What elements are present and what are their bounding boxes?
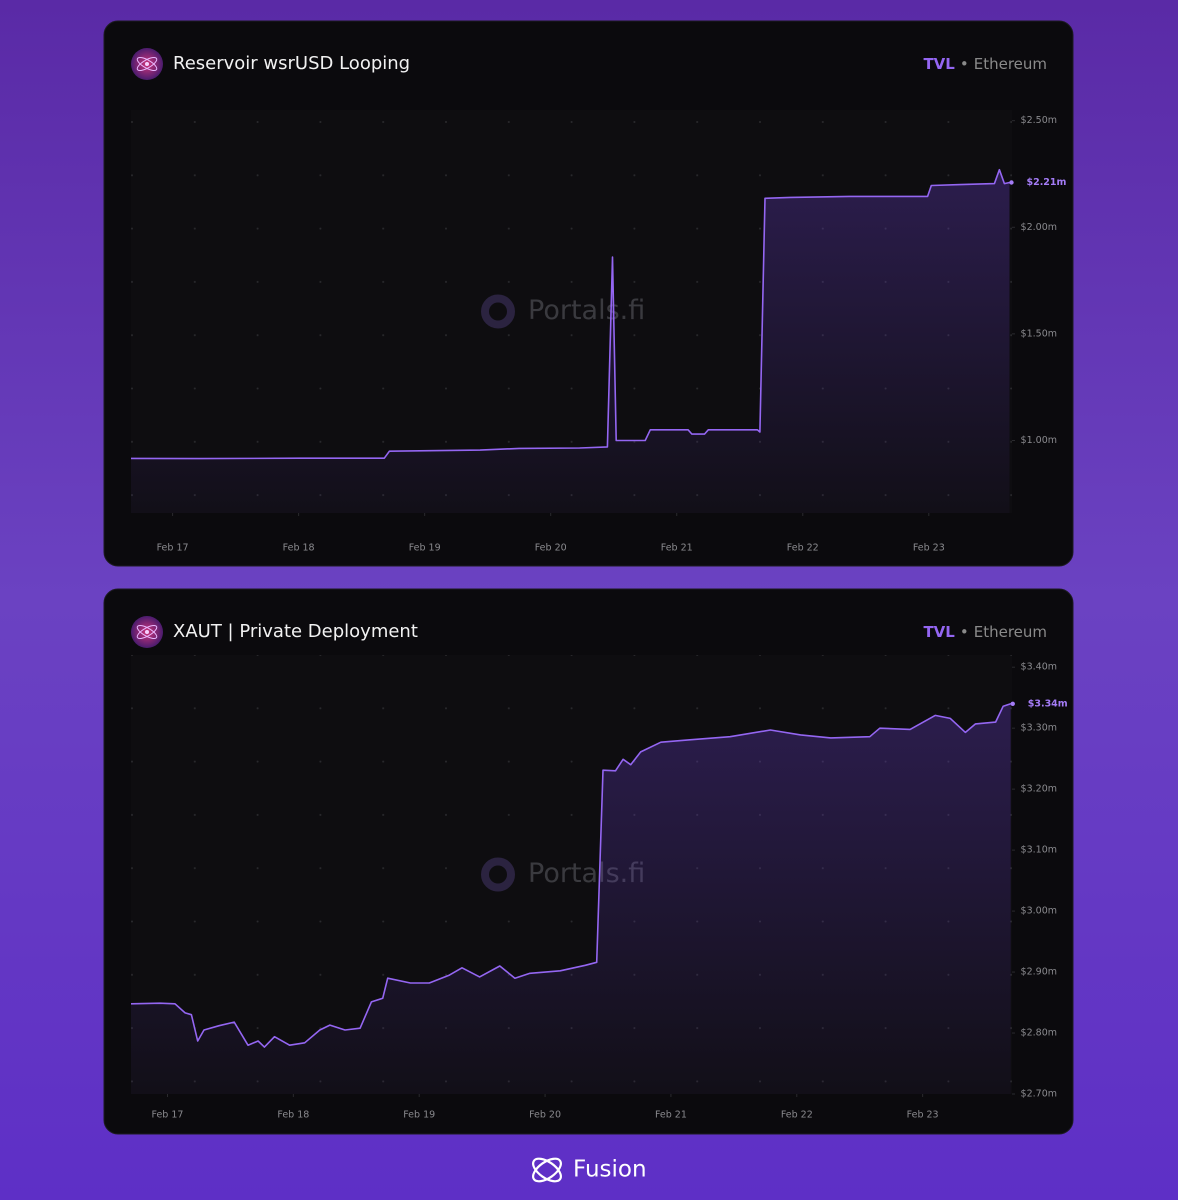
area xyxy=(131,169,1010,513)
legend: TVL • Ethereum xyxy=(923,55,1047,73)
watermark-logo xyxy=(481,857,515,892)
footer: Fusion xyxy=(532,1157,647,1183)
icon-orbit xyxy=(136,625,158,639)
chart-title: Reservoir wsrUSD Looping xyxy=(173,53,410,74)
x-tick-label: Feb 22 xyxy=(787,543,819,554)
watermark-logo xyxy=(481,294,515,329)
y-tick-label: $3.30m xyxy=(1021,723,1057,734)
y-tick-label: $3.20m xyxy=(1021,784,1057,795)
value-label: $2.21m xyxy=(1026,177,1066,188)
legend-network: Ethereum xyxy=(974,55,1047,73)
area xyxy=(131,703,1011,1094)
x-tick-label: Feb 17 xyxy=(157,543,189,554)
value-label: $3.34m xyxy=(1028,698,1068,709)
legend-separator: • xyxy=(960,623,969,641)
x-tick-label: Feb 21 xyxy=(661,543,693,554)
x-tick-label: Feb 23 xyxy=(913,543,945,554)
y-tick-label: $3.00m xyxy=(1021,906,1057,917)
chart-card: XAUT | Private Deployment TVL • EthereumPor… xyxy=(103,588,1074,1135)
x-tick-label: Feb 17 xyxy=(152,1110,184,1121)
y-tick-label: $2.50m xyxy=(1021,115,1057,126)
x-tick-label: Feb 19 xyxy=(403,1110,435,1121)
line xyxy=(130,703,1011,1048)
icon-orbit xyxy=(136,57,158,71)
x-tick-label: Feb 21 xyxy=(655,1110,687,1121)
y-tick-label: $1.50m xyxy=(1021,328,1057,339)
x-tick-label: Feb 18 xyxy=(283,543,315,554)
icon-core xyxy=(145,630,149,634)
footer-logo xyxy=(532,1157,562,1183)
x-tick-label: Feb 22 xyxy=(781,1110,813,1121)
chart-card: Reservoir wsrUSD Looping TVL • Ethereum Port… xyxy=(103,20,1074,567)
legend-metric: TVL xyxy=(923,623,955,641)
x-tick-label: Feb 18 xyxy=(277,1110,309,1121)
legend: TVL • Ethereum xyxy=(923,623,1047,641)
y-tick-label: $3.10m xyxy=(1021,845,1057,856)
x-tick-label: Feb 19 xyxy=(409,543,441,554)
legend-metric: TVL xyxy=(923,55,955,73)
x-tick-label: Feb 20 xyxy=(535,543,567,554)
y-tick-label: $2.70m xyxy=(1021,1089,1057,1100)
x-tick-label: Feb 23 xyxy=(907,1110,939,1121)
y-tick-label: $3.40m xyxy=(1021,662,1057,673)
chart-icon xyxy=(131,48,163,80)
icon-core xyxy=(145,62,149,66)
legend-network: Ethereum xyxy=(974,623,1047,641)
footer-brand: Fusion xyxy=(573,1157,647,1183)
y-tick-label: $1.00m xyxy=(1021,435,1057,446)
chart-title: XAUT | Private Deployment xyxy=(173,621,418,642)
icon-orbit xyxy=(136,625,158,639)
icon-orbit xyxy=(136,57,158,71)
watermark: Portals.fi xyxy=(528,295,645,326)
end-point xyxy=(1009,180,1014,185)
x-tick-label: Feb 20 xyxy=(529,1110,561,1121)
end-point xyxy=(1010,701,1015,706)
line xyxy=(130,168,1010,460)
y-tick-label: $2.80m xyxy=(1021,1028,1057,1039)
y-tick-label: $2.00m xyxy=(1021,222,1057,233)
legend-separator: • xyxy=(960,55,969,73)
y-tick-label: $2.90m xyxy=(1021,967,1057,978)
chart-icon xyxy=(131,616,163,648)
